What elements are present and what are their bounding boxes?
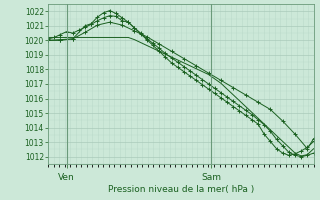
X-axis label: Pression niveau de la mer( hPa ): Pression niveau de la mer( hPa ) [108,185,254,194]
